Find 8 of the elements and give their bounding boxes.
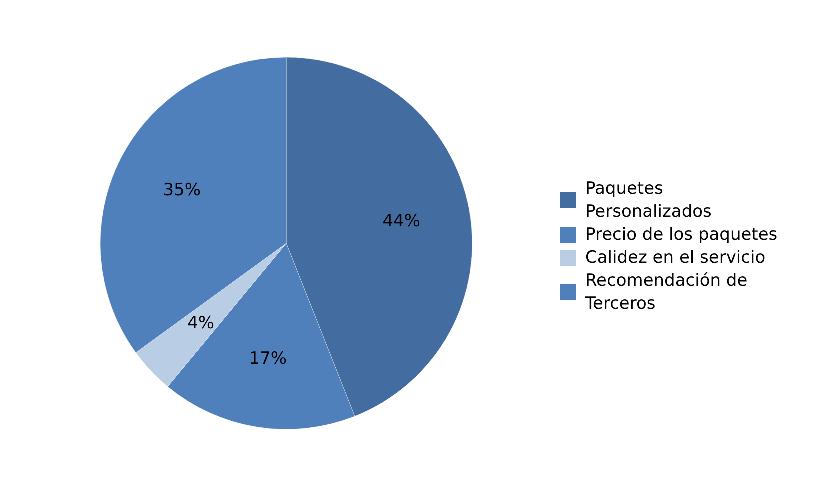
legend-label: Precio de los paquetes [586,225,778,245]
data-label: 4% [188,314,215,334]
data-label: 17% [249,349,288,370]
data-label: 35% [163,180,201,200]
legend-label: Calidez en el servicio [586,248,766,268]
data-label: 44% [382,212,421,232]
legend-label: Recomendación de Terceros [584,271,748,314]
legend-label: Paquetes Personalizados [586,179,712,222]
